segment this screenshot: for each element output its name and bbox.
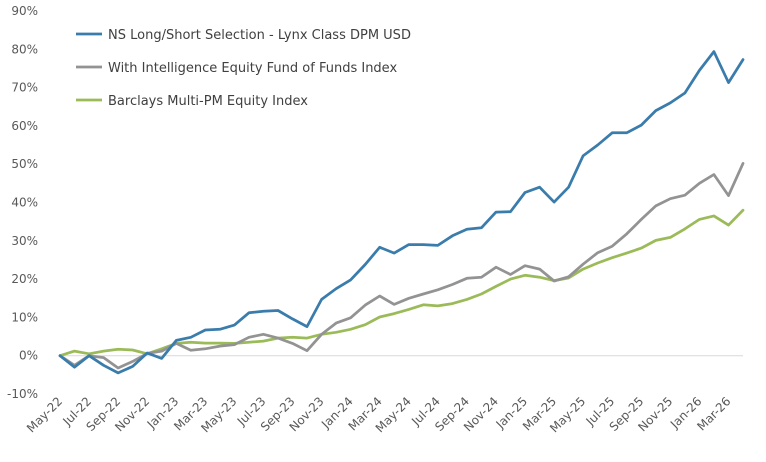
y-tick-label: 0% [19,349,38,363]
series-line [58,162,745,370]
series-layer [58,50,745,375]
y-tick-label: 20% [11,272,38,286]
series-line [58,50,745,375]
y-tick-label: 90% [11,4,38,18]
y-tick-label: 10% [11,310,38,324]
y-tick-label: 60% [11,119,38,133]
y-tick-label: 40% [11,196,38,210]
series-line [58,208,745,358]
legend: NS Long/Short Selection - Lynx Class DPM… [76,28,411,109]
y-tick-label: 70% [11,81,38,95]
y-tick-label: -10% [7,387,38,401]
y-tick-label: 80% [11,42,38,56]
legend-label: NS Long/Short Selection - Lynx Class DPM… [108,28,411,43]
y-tick-label: 30% [11,234,38,248]
legend-label: Barclays Multi-PM Equity Index [108,94,308,109]
y-tick-label: 50% [11,157,38,171]
legend-label: With Intelligence Equity Fund of Funds I… [108,61,397,76]
